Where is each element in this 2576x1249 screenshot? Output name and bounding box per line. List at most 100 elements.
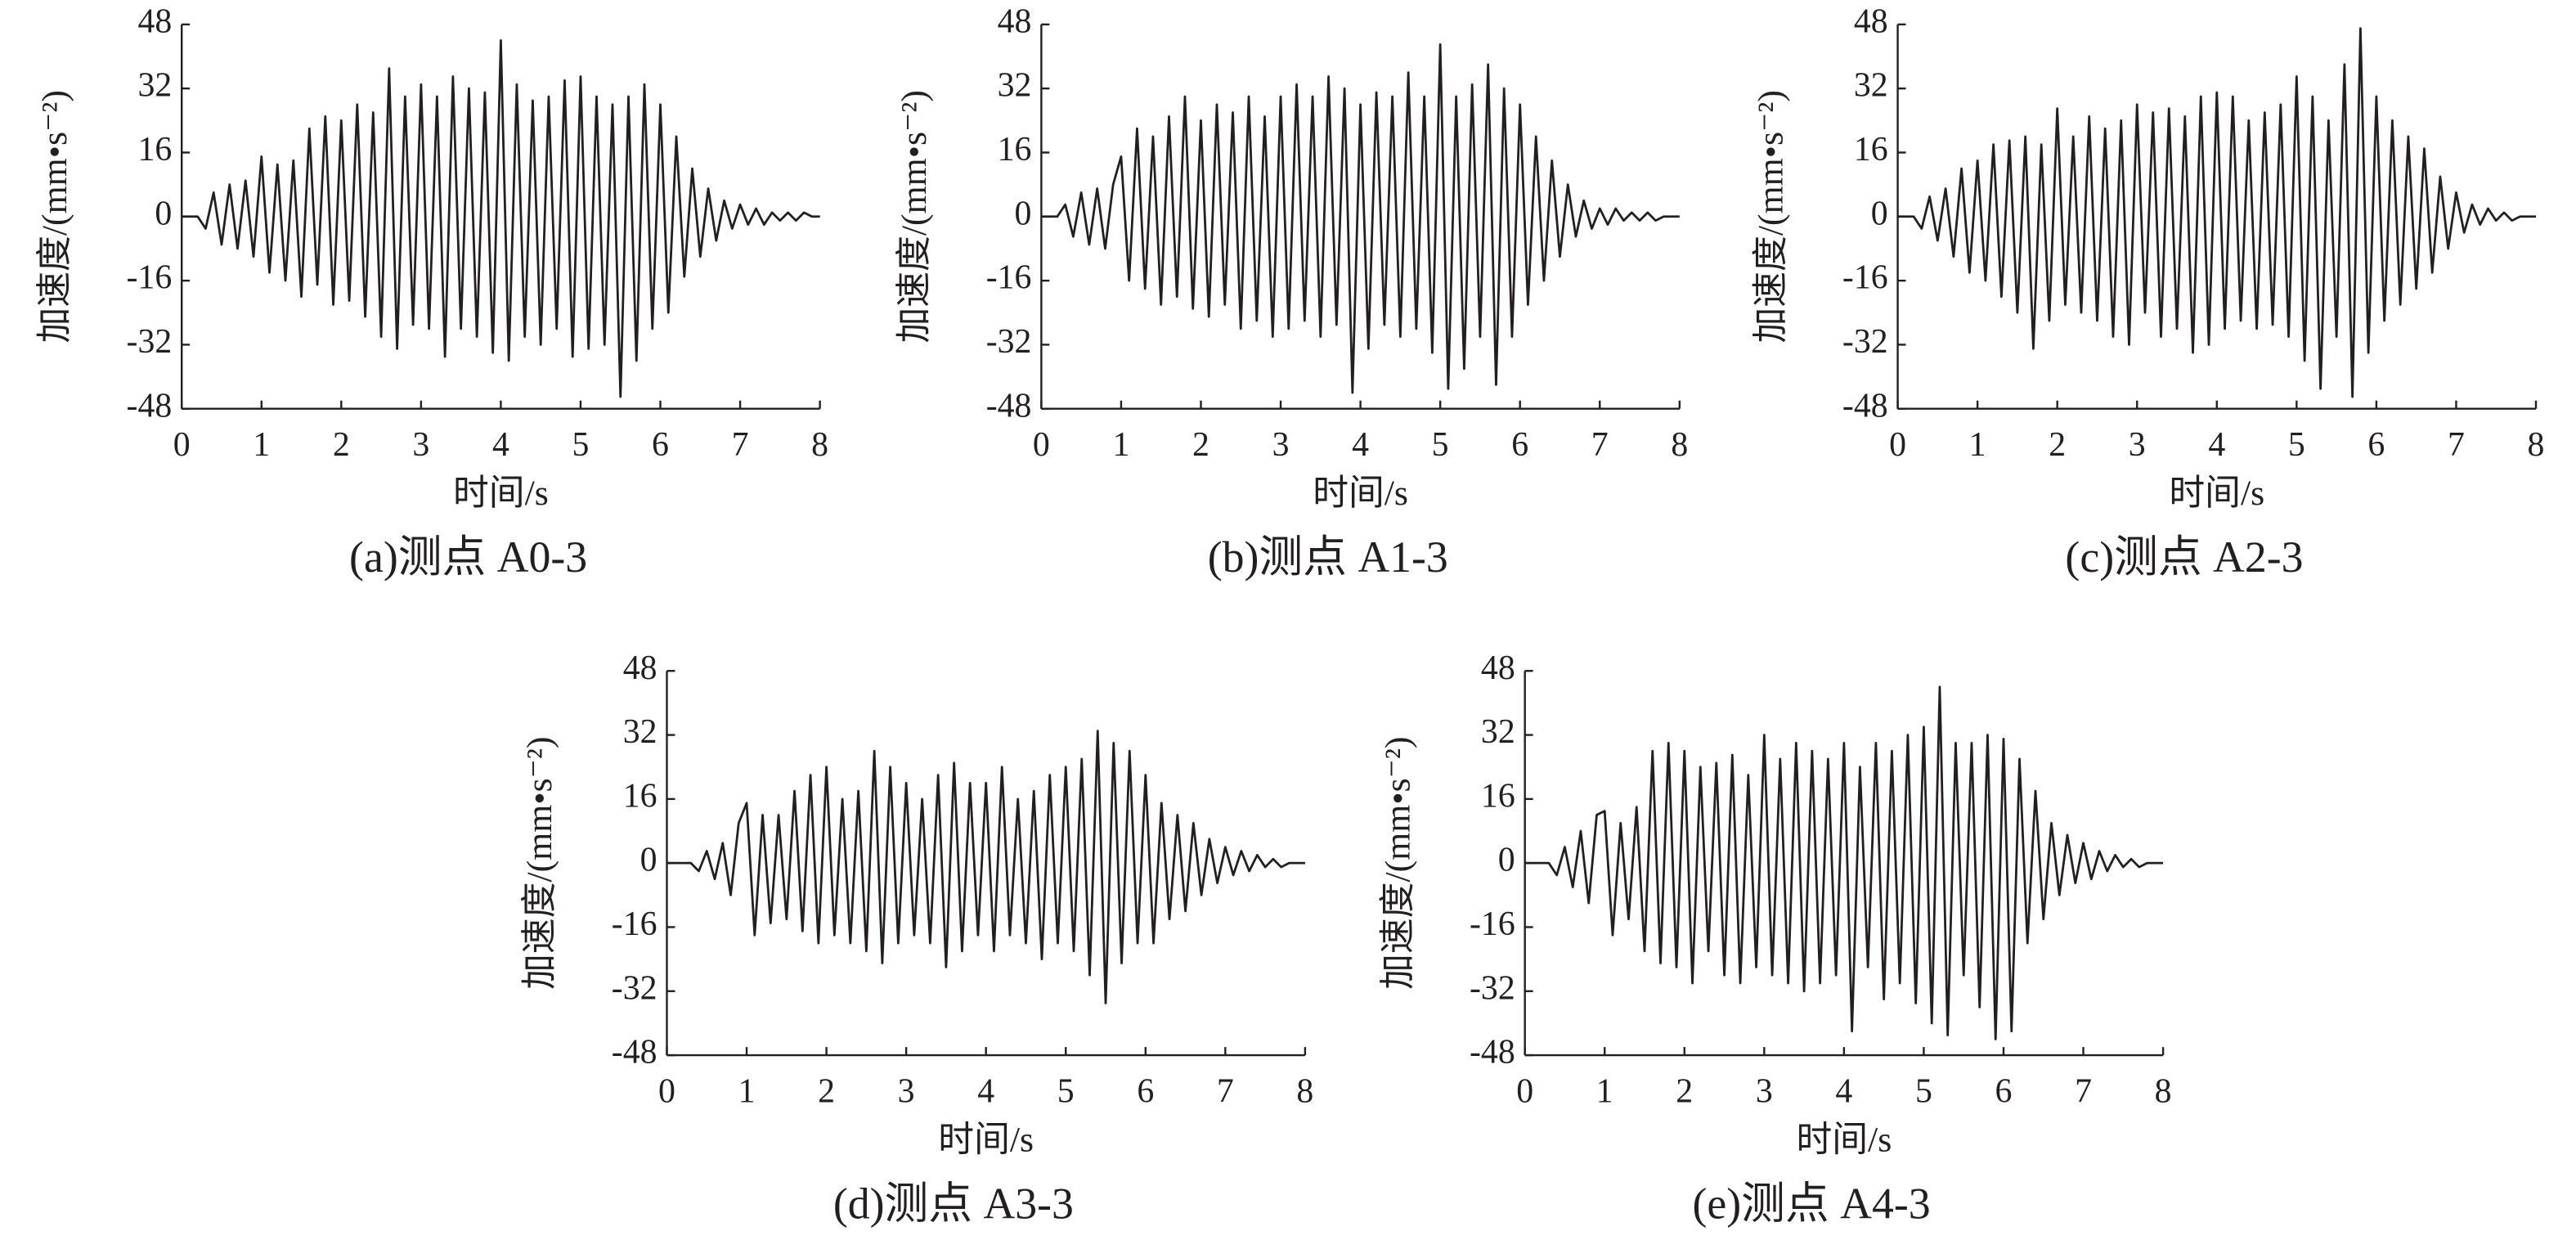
- x-tick-label: 1: [1112, 426, 1129, 464]
- y-tick-label: -32: [986, 323, 1032, 361]
- y-tick-label: 0: [155, 195, 172, 232]
- y-axis-label: 加速度/(mm•s⁻²): [35, 90, 74, 343]
- x-tick-label: 2: [1676, 1072, 1693, 1110]
- x-tick-label: 5: [1432, 426, 1449, 464]
- x-tick-label: 0: [173, 426, 191, 464]
- x-tick-label: 3: [1756, 1072, 1773, 1110]
- x-tick-label: 4: [492, 426, 509, 464]
- x-tick-label: 7: [732, 426, 749, 464]
- x-tick-label: 8: [1296, 1072, 1313, 1110]
- y-axis-label: 加速度/(mm•s⁻²): [1378, 736, 1417, 989]
- x-tick-label: 8: [2155, 1072, 2172, 1110]
- x-tick-label: 7: [2448, 426, 2465, 464]
- y-tick-label: -32: [1470, 969, 1515, 1007]
- y-tick-label: 16: [1854, 131, 1888, 168]
- y-tick-label: 0: [640, 842, 657, 879]
- x-tick-label: 0: [1516, 1072, 1533, 1110]
- y-tick-label: 48: [1481, 649, 1515, 687]
- y-tick-label: 16: [623, 777, 657, 815]
- x-tick-label: 6: [1511, 426, 1528, 464]
- x-tick-label: 3: [412, 426, 429, 464]
- y-tick-label: -16: [127, 259, 173, 297]
- x-tick-label: 3: [1272, 426, 1290, 464]
- signal-line: [1897, 27, 2537, 398]
- x-tick-label: 4: [1352, 426, 1369, 464]
- caption: (c)测点 A2-3: [2065, 532, 2303, 582]
- y-axis-label: 加速度/(mm•s⁻²): [895, 90, 934, 343]
- y-tick-label: -48: [1842, 387, 1888, 425]
- y-axis-label: 加速度/(mm•s⁻²): [520, 736, 559, 989]
- y-tick-label: 32: [998, 67, 1032, 105]
- signal-line: [1524, 685, 2164, 1040]
- x-tick-label: 3: [898, 1072, 915, 1110]
- x-axis-label: 时间/s: [2169, 474, 2264, 513]
- y-tick-label: 48: [998, 2, 1032, 40]
- y-tick-label: 32: [623, 713, 657, 751]
- x-tick-label: 6: [2367, 426, 2385, 464]
- x-tick-label: 8: [2528, 426, 2545, 464]
- x-tick-label: 1: [253, 426, 270, 464]
- x-tick-label: 0: [1033, 426, 1050, 464]
- y-tick-label: -16: [986, 259, 1032, 297]
- y-tick-label: 0: [1498, 842, 1515, 879]
- y-tick-label: 16: [1481, 777, 1515, 815]
- y-tick-label: 0: [1871, 195, 1888, 232]
- y-tick-label: 48: [1854, 2, 1888, 40]
- signal-line: [182, 39, 820, 398]
- x-tick-label: 1: [1969, 426, 1986, 464]
- y-tick-label: 16: [998, 131, 1032, 168]
- y-tick-label: -16: [612, 905, 657, 943]
- x-tick-label: 2: [818, 1072, 835, 1110]
- y-tick-label: -16: [1470, 905, 1515, 943]
- x-tick-label: 6: [1995, 1072, 2013, 1110]
- y-tick-label: -32: [612, 969, 657, 1007]
- x-tick-label: 6: [652, 426, 669, 464]
- caption: (d)测点 A3-3: [833, 1179, 1074, 1229]
- y-tick-label: 32: [1854, 67, 1888, 105]
- x-tick-label: 5: [572, 426, 590, 464]
- x-tick-label: 4: [2208, 426, 2225, 464]
- y-tick-label: -48: [986, 387, 1032, 425]
- y-tick-label: 0: [1015, 195, 1032, 232]
- x-tick-label: 4: [977, 1072, 994, 1110]
- x-axis-label: 时间/s: [453, 474, 549, 513]
- caption: (b)测点 A1-3: [1208, 532, 1448, 582]
- y-axis-label: 加速度/(mm•s⁻²): [1751, 90, 1790, 343]
- y-tick-label: -32: [1842, 323, 1888, 361]
- y-tick-label: -16: [1842, 259, 1888, 297]
- y-tick-label: 48: [137, 2, 172, 40]
- x-tick-label: 2: [333, 426, 350, 464]
- y-tick-label: 16: [137, 131, 172, 168]
- x-tick-label: 0: [658, 1072, 675, 1110]
- x-tick-label: 5: [2288, 426, 2305, 464]
- x-tick-label: 4: [1835, 1072, 1852, 1110]
- x-tick-label: 1: [738, 1072, 756, 1110]
- y-tick-label: 48: [623, 649, 657, 687]
- x-tick-label: 2: [2049, 426, 2066, 464]
- x-tick-label: 5: [1057, 1072, 1075, 1110]
- x-tick-label: 7: [2075, 1072, 2092, 1110]
- signal-line: [1041, 43, 1680, 394]
- x-tick-label: 8: [1671, 426, 1688, 464]
- y-tick-label: -32: [127, 323, 173, 361]
- signal-line: [666, 730, 1305, 1004]
- y-tick-label: -48: [127, 387, 173, 425]
- x-axis-label: 时间/s: [1313, 474, 1408, 513]
- x-axis-label: 时间/s: [1797, 1121, 1892, 1160]
- x-tick-label: 6: [1137, 1072, 1154, 1110]
- y-tick-label: -48: [1470, 1034, 1515, 1072]
- y-tick-label: 32: [137, 67, 172, 105]
- x-tick-label: 1: [1596, 1072, 1613, 1110]
- x-tick-label: 2: [1192, 426, 1209, 464]
- x-tick-label: 7: [1591, 426, 1609, 464]
- x-axis-label: 时间/s: [938, 1121, 1034, 1160]
- x-tick-label: 0: [1889, 426, 1906, 464]
- x-tick-label: 3: [2129, 426, 2146, 464]
- y-tick-label: 32: [1481, 713, 1515, 751]
- x-tick-label: 7: [1217, 1072, 1234, 1110]
- x-tick-label: 8: [811, 426, 828, 464]
- x-tick-label: 5: [1915, 1072, 1932, 1110]
- caption: (e)测点 A4-3: [1693, 1179, 1931, 1229]
